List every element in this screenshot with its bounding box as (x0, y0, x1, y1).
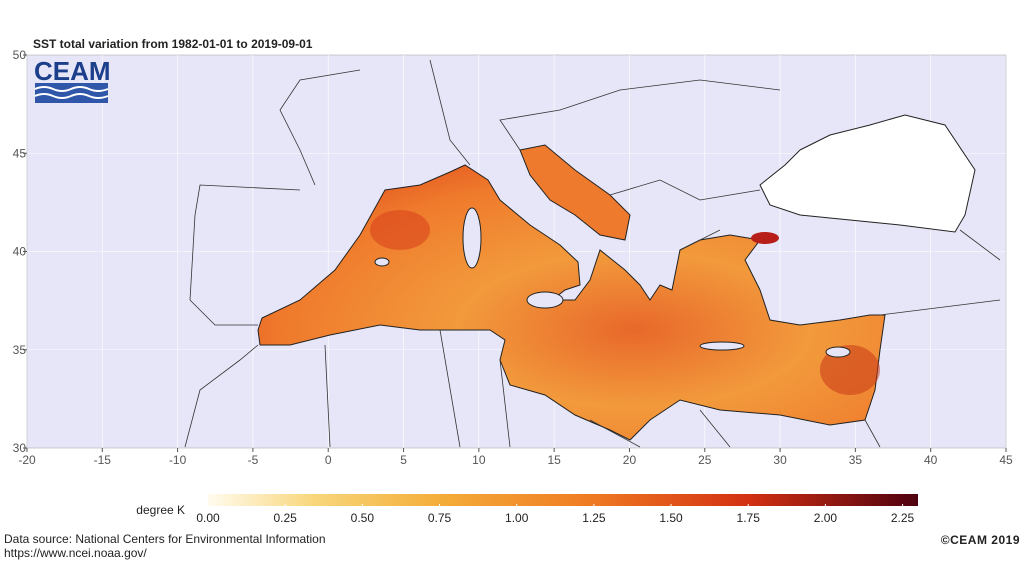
x-tick-label: 15 (547, 453, 561, 467)
colorbar-tick-label: 2.25 (891, 511, 915, 525)
colorbar-tick-label: 1.75 (737, 511, 761, 525)
colorbar-tick-label: 1.00 (505, 511, 529, 525)
y-tick-label: 50 (13, 48, 27, 62)
colorbar-label: degree K (136, 503, 185, 517)
colorbar: degree K 0.00 0.25 0.50 0.75 1.00 1.25 1.50 1.7… (136, 494, 918, 525)
source-url: https://www.ncei.noaa.gov/ (4, 546, 147, 560)
logo-waves (35, 83, 108, 103)
x-tick-label: 20 (623, 453, 637, 467)
island (699, 341, 745, 351)
hot-spot (370, 210, 430, 250)
island (462, 207, 482, 269)
x-tick-label: 5 (400, 453, 407, 467)
colorbar-tick-label: 1.25 (582, 511, 606, 525)
colorbar-tick-label: 2.00 (814, 511, 838, 525)
x-tick-label: -10 (169, 453, 187, 467)
logo-wave-lines (34, 86, 109, 99)
black-sea (759, 114, 976, 233)
colorbar-tick-label: 0.50 (351, 511, 375, 525)
x-tick-label: 35 (849, 453, 863, 467)
colorbar-tick-label: 1.50 (659, 511, 683, 525)
x-tick-label: 10 (472, 453, 486, 467)
axes: -20 -15 -10 -5 0 5 10 15 20 25 30 35 40 45 30 35 40 45 50 (13, 48, 1013, 467)
x-tick-label: -15 (94, 453, 112, 467)
x-tick-label: 0 (325, 453, 332, 467)
borders (184, 59, 1001, 448)
colorbar-tick-label: 0.25 (273, 511, 297, 525)
map: -20 -15 -10 -5 0 5 10 15 20 25 30 35 40 45 30 35 40 45 50 (13, 48, 1013, 467)
colorbar-tick-label: 0.75 (428, 511, 452, 525)
island (526, 291, 564, 309)
source-line: Data source: National Centers for Enviro… (4, 532, 326, 546)
x-tick-label: 25 (698, 453, 712, 467)
y-tick-label: 35 (13, 343, 27, 357)
island (374, 257, 390, 267)
x-tick-label: 45 (999, 453, 1013, 467)
island (825, 346, 851, 358)
title: SST total variation from 1982-01-01 to 2… (33, 37, 313, 51)
colorbar-ramp (208, 494, 918, 506)
logo-text: CEAM (34, 56, 111, 86)
hot-spot (751, 232, 779, 244)
y-tick-label: 45 (13, 146, 27, 160)
x-tick-label: 40 (924, 453, 938, 467)
hot-spot (820, 345, 880, 395)
x-tick-label: -5 (248, 453, 259, 467)
copyright: ©CEAM 2019 (941, 533, 1020, 547)
colorbar-tick-label: 0.00 (196, 511, 220, 525)
y-tick-label: 30 (13, 441, 27, 455)
logo: CEAM (34, 56, 111, 103)
y-tick-label: 40 (13, 245, 27, 259)
x-tick-label: -20 (18, 453, 36, 467)
x-tick-label: 30 (773, 453, 787, 467)
adriatic (519, 144, 631, 241)
